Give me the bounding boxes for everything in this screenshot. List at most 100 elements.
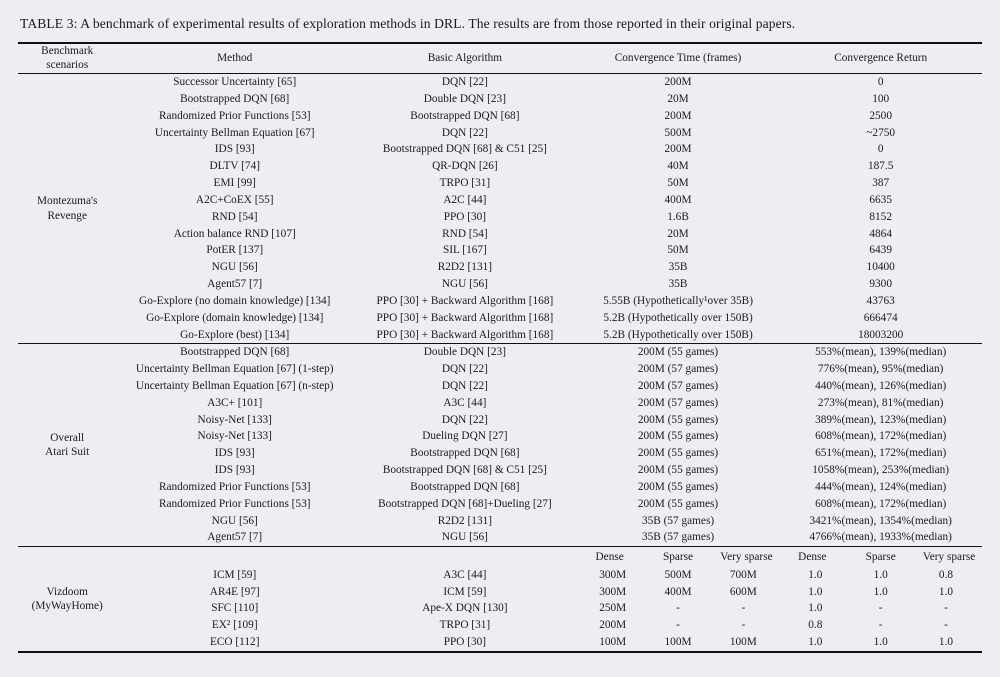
triplet-item: 1.0: [856, 568, 905, 582]
cell-time: 300M500M700M: [577, 567, 780, 584]
triplet-item: 100M: [588, 635, 637, 649]
cell-time: 200M (55 games): [577, 496, 780, 513]
triplet-group: 0.8--: [791, 618, 971, 632]
table-row: Uncertainty Bellman Equation [67] (n-ste…: [18, 378, 982, 395]
cell-algorithm: Double DQN [23]: [353, 344, 577, 361]
cell-method: A2C+CoEX [55]: [116, 192, 353, 209]
cell-time: 20M: [577, 91, 780, 108]
cell-method: Noisy-Net [133]: [116, 428, 353, 445]
cell-method: Noisy-Net [133]: [116, 411, 353, 428]
cell-return: 440%(mean), 126%(median): [779, 378, 982, 395]
cell-time: 35B (57 games): [577, 529, 780, 546]
cell-return: 8152: [779, 209, 982, 226]
cell-return: 100: [779, 91, 982, 108]
cell-return: ~2750: [779, 124, 982, 141]
cell-return: 608%(mean), 172%(median): [779, 496, 982, 513]
benchmark-table: Benchmark scenarios Method Basic Algorit…: [18, 42, 982, 653]
table-row: EMI [99]TRPO [31]50M387: [18, 175, 982, 192]
cell-algorithm: Bootstrapped DQN [68]: [353, 108, 577, 125]
cell-method: Uncertainty Bellman Equation [67]: [116, 124, 353, 141]
cell-algorithm: TRPO [31]: [353, 617, 577, 634]
cell-algorithm: PPO [30] + Backward Algorithm [168]: [353, 310, 577, 327]
cell-time: 200M (57 games): [577, 395, 780, 412]
triplet-group: 1.01.01.0: [791, 585, 971, 599]
cell-return: 387: [779, 175, 982, 192]
cell-return: 1.01.00.8: [779, 567, 982, 584]
cell-return: 1058%(mean), 253%(median): [779, 462, 982, 479]
cell-return: 0: [779, 141, 982, 158]
triplet-item: -: [921, 618, 970, 632]
table-row: Montezuma'sRevengeSuccessor Uncertainty …: [18, 73, 982, 90]
cell-time: 35B (57 games): [577, 512, 780, 529]
cell-algorithm: R2D2 [131]: [353, 512, 577, 529]
table-row: IDS [93]Bootstrapped DQN [68]200M (55 ga…: [18, 445, 982, 462]
triplet-item: 1.0: [791, 601, 840, 615]
cell-algorithm: PPO [30] + Backward Algorithm [168]: [353, 293, 577, 310]
cell-time: 200M: [577, 108, 780, 125]
triplet-group: DenseSparseVery sparse: [583, 550, 772, 564]
table-row: Bootstrapped DQN [68]Double DQN [23]20M1…: [18, 91, 982, 108]
triplet-group: 1.0--: [791, 601, 971, 615]
cell-return: 4766%(mean), 1933%(median): [779, 529, 982, 546]
cell-time: 100M100M100M: [577, 634, 780, 652]
cell-time: 200M--: [577, 617, 780, 634]
cell-algorithm: DQN [22]: [353, 361, 577, 378]
subhead-return: DenseSparseVery sparse: [779, 547, 982, 567]
table-row: A3C+ [101]A3C [44]200M (57 games)273%(me…: [18, 395, 982, 412]
scenario-label: Vizdoom (MyWayHome): [18, 547, 116, 652]
cell-return: 0: [779, 73, 982, 90]
scenario-label: Montezuma'sRevenge: [18, 73, 116, 343]
cell-method: Randomized Prior Functions [53]: [116, 479, 353, 496]
table-row: Randomized Prior Functions [53]Bootstrap…: [18, 479, 982, 496]
cell-time: 50M: [577, 242, 780, 259]
scenario-line2: scenarios: [46, 59, 88, 71]
triplet-item: -: [856, 601, 905, 615]
cell-algorithm: Bootstrapped DQN [68]: [353, 479, 577, 496]
cell-method: ECO [112]: [116, 634, 353, 652]
triplet-item: 1.0: [856, 585, 905, 599]
scenario-line1: Benchmark: [41, 45, 93, 57]
table-container: TABLE 3: A benchmark of experimental res…: [0, 0, 1000, 677]
cell-time: 20M: [577, 225, 780, 242]
cell-time: 200M (55 games): [577, 445, 780, 462]
cell-return: 273%(mean), 81%(median): [779, 395, 982, 412]
cell-return: 1.01.01.0: [779, 634, 982, 652]
cell-algorithm: Ape-X DQN [130]: [353, 600, 577, 617]
table-row: EX² [109]TRPO [31]200M--0.8--: [18, 617, 982, 634]
triplet-item: 1.0: [791, 585, 840, 599]
cell-return: 0.8--: [779, 617, 982, 634]
cell-method: Bootstrapped DQN [68]: [116, 91, 353, 108]
cell-return: 4864: [779, 225, 982, 242]
cell-return: 2500: [779, 108, 982, 125]
cell-time: 50M: [577, 175, 780, 192]
cell-method: Uncertainty Bellman Equation [67] (1-ste…: [116, 361, 353, 378]
cell-algorithm: A3C [44]: [353, 567, 577, 584]
triplet-item: 250M: [588, 601, 637, 615]
triplet-group: 1.01.00.8: [791, 568, 971, 582]
triplet-group: 100M100M100M: [588, 635, 768, 649]
cell-algorithm: QR-DQN [26]: [353, 158, 577, 175]
cell-time: 200M (57 games): [577, 361, 780, 378]
cell-time: 200M (55 games): [577, 479, 780, 496]
triplet-item: -: [653, 601, 702, 615]
cell-algorithm: PPO [30]: [353, 209, 577, 226]
table-row: Noisy-Net [133]DQN [22]200M (55 games)38…: [18, 411, 982, 428]
cell-algorithm: Bootstrapped DQN [68]+Dueling [27]: [353, 496, 577, 513]
cell-time: 40M: [577, 158, 780, 175]
cell-algorithm: Bootstrapped DQN [68] & C51 [25]: [353, 141, 577, 158]
cell-time: 200M (55 games): [577, 411, 780, 428]
cell-time: 1.6B: [577, 209, 780, 226]
triplet-item: Very sparse: [720, 550, 772, 564]
cell-time: 200M (55 games): [577, 344, 780, 361]
cell-method: RND [54]: [116, 209, 353, 226]
triplet-item: -: [856, 618, 905, 632]
cell-method: Go-Explore (domain knowledge) [134]: [116, 310, 353, 327]
cell-time: 5.55B (Hypothetically¹over 35B): [577, 293, 780, 310]
triplet-item: 400M: [653, 585, 702, 599]
subhead-spacer: [116, 547, 353, 567]
cell-return: 10400: [779, 259, 982, 276]
cell-method: PotER [137]: [116, 242, 353, 259]
triplet-item: 1.0: [856, 635, 905, 649]
cell-method: Successor Uncertainty [65]: [116, 73, 353, 90]
cell-return: 776%(mean), 95%(median): [779, 361, 982, 378]
